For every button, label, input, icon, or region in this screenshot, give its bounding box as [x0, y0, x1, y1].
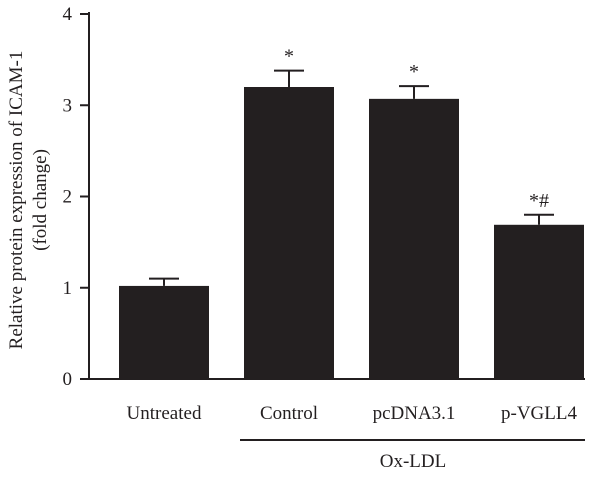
y-axis-label-line-1: Relative protein expression of ICAM-1 [6, 51, 27, 350]
y-axis-label: Relative protein expression of ICAM-1 (f… [6, 51, 51, 350]
bar-pcdna3-1 [369, 98, 459, 380]
x-tick-label: Untreated [127, 403, 202, 424]
x-tick-label: pcDNA3.1 [373, 403, 456, 424]
error-bar [274, 69, 304, 87]
y-axis-label-line-2: (fold change) [30, 149, 51, 251]
error-bar [149, 277, 179, 286]
x-axis-tick-labels: Untreated Control pcDNA3.1 p-VGLL4 [127, 403, 578, 424]
y-tick-label: 0 [63, 369, 73, 390]
group-label: Ox-LDL [380, 451, 446, 472]
bar-control [244, 87, 334, 379]
y-tick-label: 4 [63, 4, 73, 25]
error-bar [399, 85, 429, 99]
significance-marker: *# [529, 190, 549, 212]
significance-marker: * [409, 61, 419, 83]
y-tick-label: 3 [63, 95, 73, 116]
error-bar [524, 213, 554, 225]
bar-p-vgll4 [494, 224, 584, 379]
x-tick-label: p-VGLL4 [501, 403, 577, 424]
y-axis-ticks: 0 1 2 3 4 [63, 4, 89, 390]
significance-marker: * [284, 46, 294, 68]
bars: * * *# [119, 46, 584, 380]
y-tick-label: 2 [63, 187, 73, 208]
y-tick-label: 1 [63, 278, 73, 299]
bar-untreated [119, 285, 209, 379]
x-tick-label: Control [260, 403, 318, 424]
